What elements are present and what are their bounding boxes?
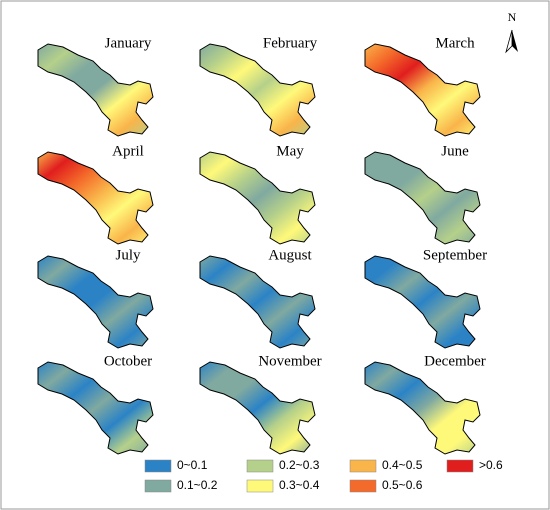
province-map — [199, 255, 316, 349]
legend-swatch — [246, 479, 274, 493]
month-label: May — [276, 143, 304, 159]
legend-label: >0.6 — [479, 458, 503, 472]
legend-swatch — [349, 479, 377, 493]
province-map — [199, 43, 316, 137]
legend-swatch — [144, 459, 172, 473]
province-map — [37, 255, 154, 349]
north-label: N — [508, 10, 517, 24]
month-label: August — [268, 247, 312, 263]
month-label: October — [104, 353, 152, 369]
province-map — [37, 361, 154, 455]
legend-label: 0.5~0.6 — [382, 478, 423, 492]
month-label: December — [424, 353, 486, 369]
legend-swatch — [446, 459, 474, 473]
legend-swatch — [349, 459, 377, 473]
province-map — [37, 151, 154, 245]
month-label: July — [115, 247, 141, 263]
legend-label: 0.4~0.5 — [382, 458, 423, 472]
month-label: January — [105, 35, 152, 51]
month-label: November — [258, 353, 321, 369]
legend-label: 0.3~0.4 — [279, 478, 320, 492]
province-map — [364, 43, 481, 137]
north-arrow: N — [505, 10, 518, 54]
month-label: September — [423, 247, 487, 263]
legend-swatch — [144, 479, 172, 493]
province-map — [199, 151, 316, 245]
legend-label: 0~0.1 — [177, 458, 208, 472]
province-map — [199, 361, 316, 455]
legend-label: 0.1~0.2 — [177, 478, 218, 492]
month-label: June — [441, 143, 469, 159]
legend-swatch — [246, 459, 274, 473]
province-map — [37, 43, 154, 137]
month-label: April — [112, 143, 144, 159]
province-map — [364, 255, 481, 349]
month-label: February — [263, 35, 318, 51]
month-label: March — [435, 35, 475, 51]
legend-label: 0.2~0.3 — [279, 458, 320, 472]
province-map — [364, 151, 481, 245]
province-map — [364, 361, 481, 455]
